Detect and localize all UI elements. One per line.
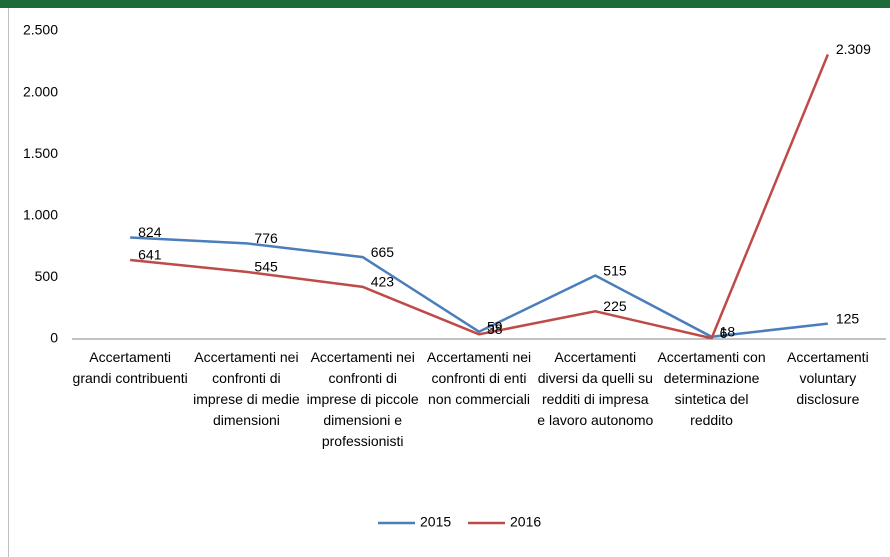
data-label: 665 bbox=[371, 244, 395, 260]
data-label: 125 bbox=[836, 310, 860, 326]
y-tick-label: 500 bbox=[35, 268, 59, 284]
x-tick-label: Accertamenti nei confronti di imprese di… bbox=[306, 349, 419, 449]
y-tick-label: 1.500 bbox=[23, 145, 58, 161]
series-line bbox=[130, 236, 828, 339]
legend-label: 2015 bbox=[420, 514, 451, 530]
top-band bbox=[0, 0, 890, 8]
x-tick-label: Accertamenti voluntary disclosure bbox=[786, 349, 869, 407]
y-tick-label: 1.000 bbox=[23, 207, 58, 223]
data-label: 776 bbox=[254, 230, 278, 246]
data-label: 423 bbox=[371, 274, 395, 290]
x-tick-label: Accertamenti grandi contribuenti bbox=[72, 349, 188, 386]
x-tick-label: Accertamenti con determinazione sintetic… bbox=[657, 349, 766, 428]
data-label: 38 bbox=[487, 321, 503, 337]
y-tick-label: 2.500 bbox=[23, 22, 58, 38]
y-tick-label: 2.000 bbox=[23, 83, 58, 99]
data-label: 515 bbox=[603, 262, 627, 278]
data-label: 225 bbox=[603, 298, 627, 314]
x-tick-label: Accertamenti diversi da quelli su reddit… bbox=[537, 349, 654, 428]
data-label: 545 bbox=[254, 259, 278, 275]
data-label: 2.309 bbox=[836, 41, 871, 57]
data-label: 641 bbox=[138, 247, 162, 263]
y-tick-label: 0 bbox=[50, 330, 58, 346]
data-label: 824 bbox=[138, 224, 162, 240]
series-line bbox=[130, 54, 830, 340]
legend-label: 2016 bbox=[510, 514, 541, 530]
x-tick-label: Accertamenti nei confronti di enti non c… bbox=[426, 349, 532, 407]
x-tick-label: Accertamenti nei confronti di imprese di… bbox=[193, 349, 300, 428]
data-label: 6 bbox=[720, 325, 728, 341]
data-label: 18 bbox=[720, 323, 736, 339]
